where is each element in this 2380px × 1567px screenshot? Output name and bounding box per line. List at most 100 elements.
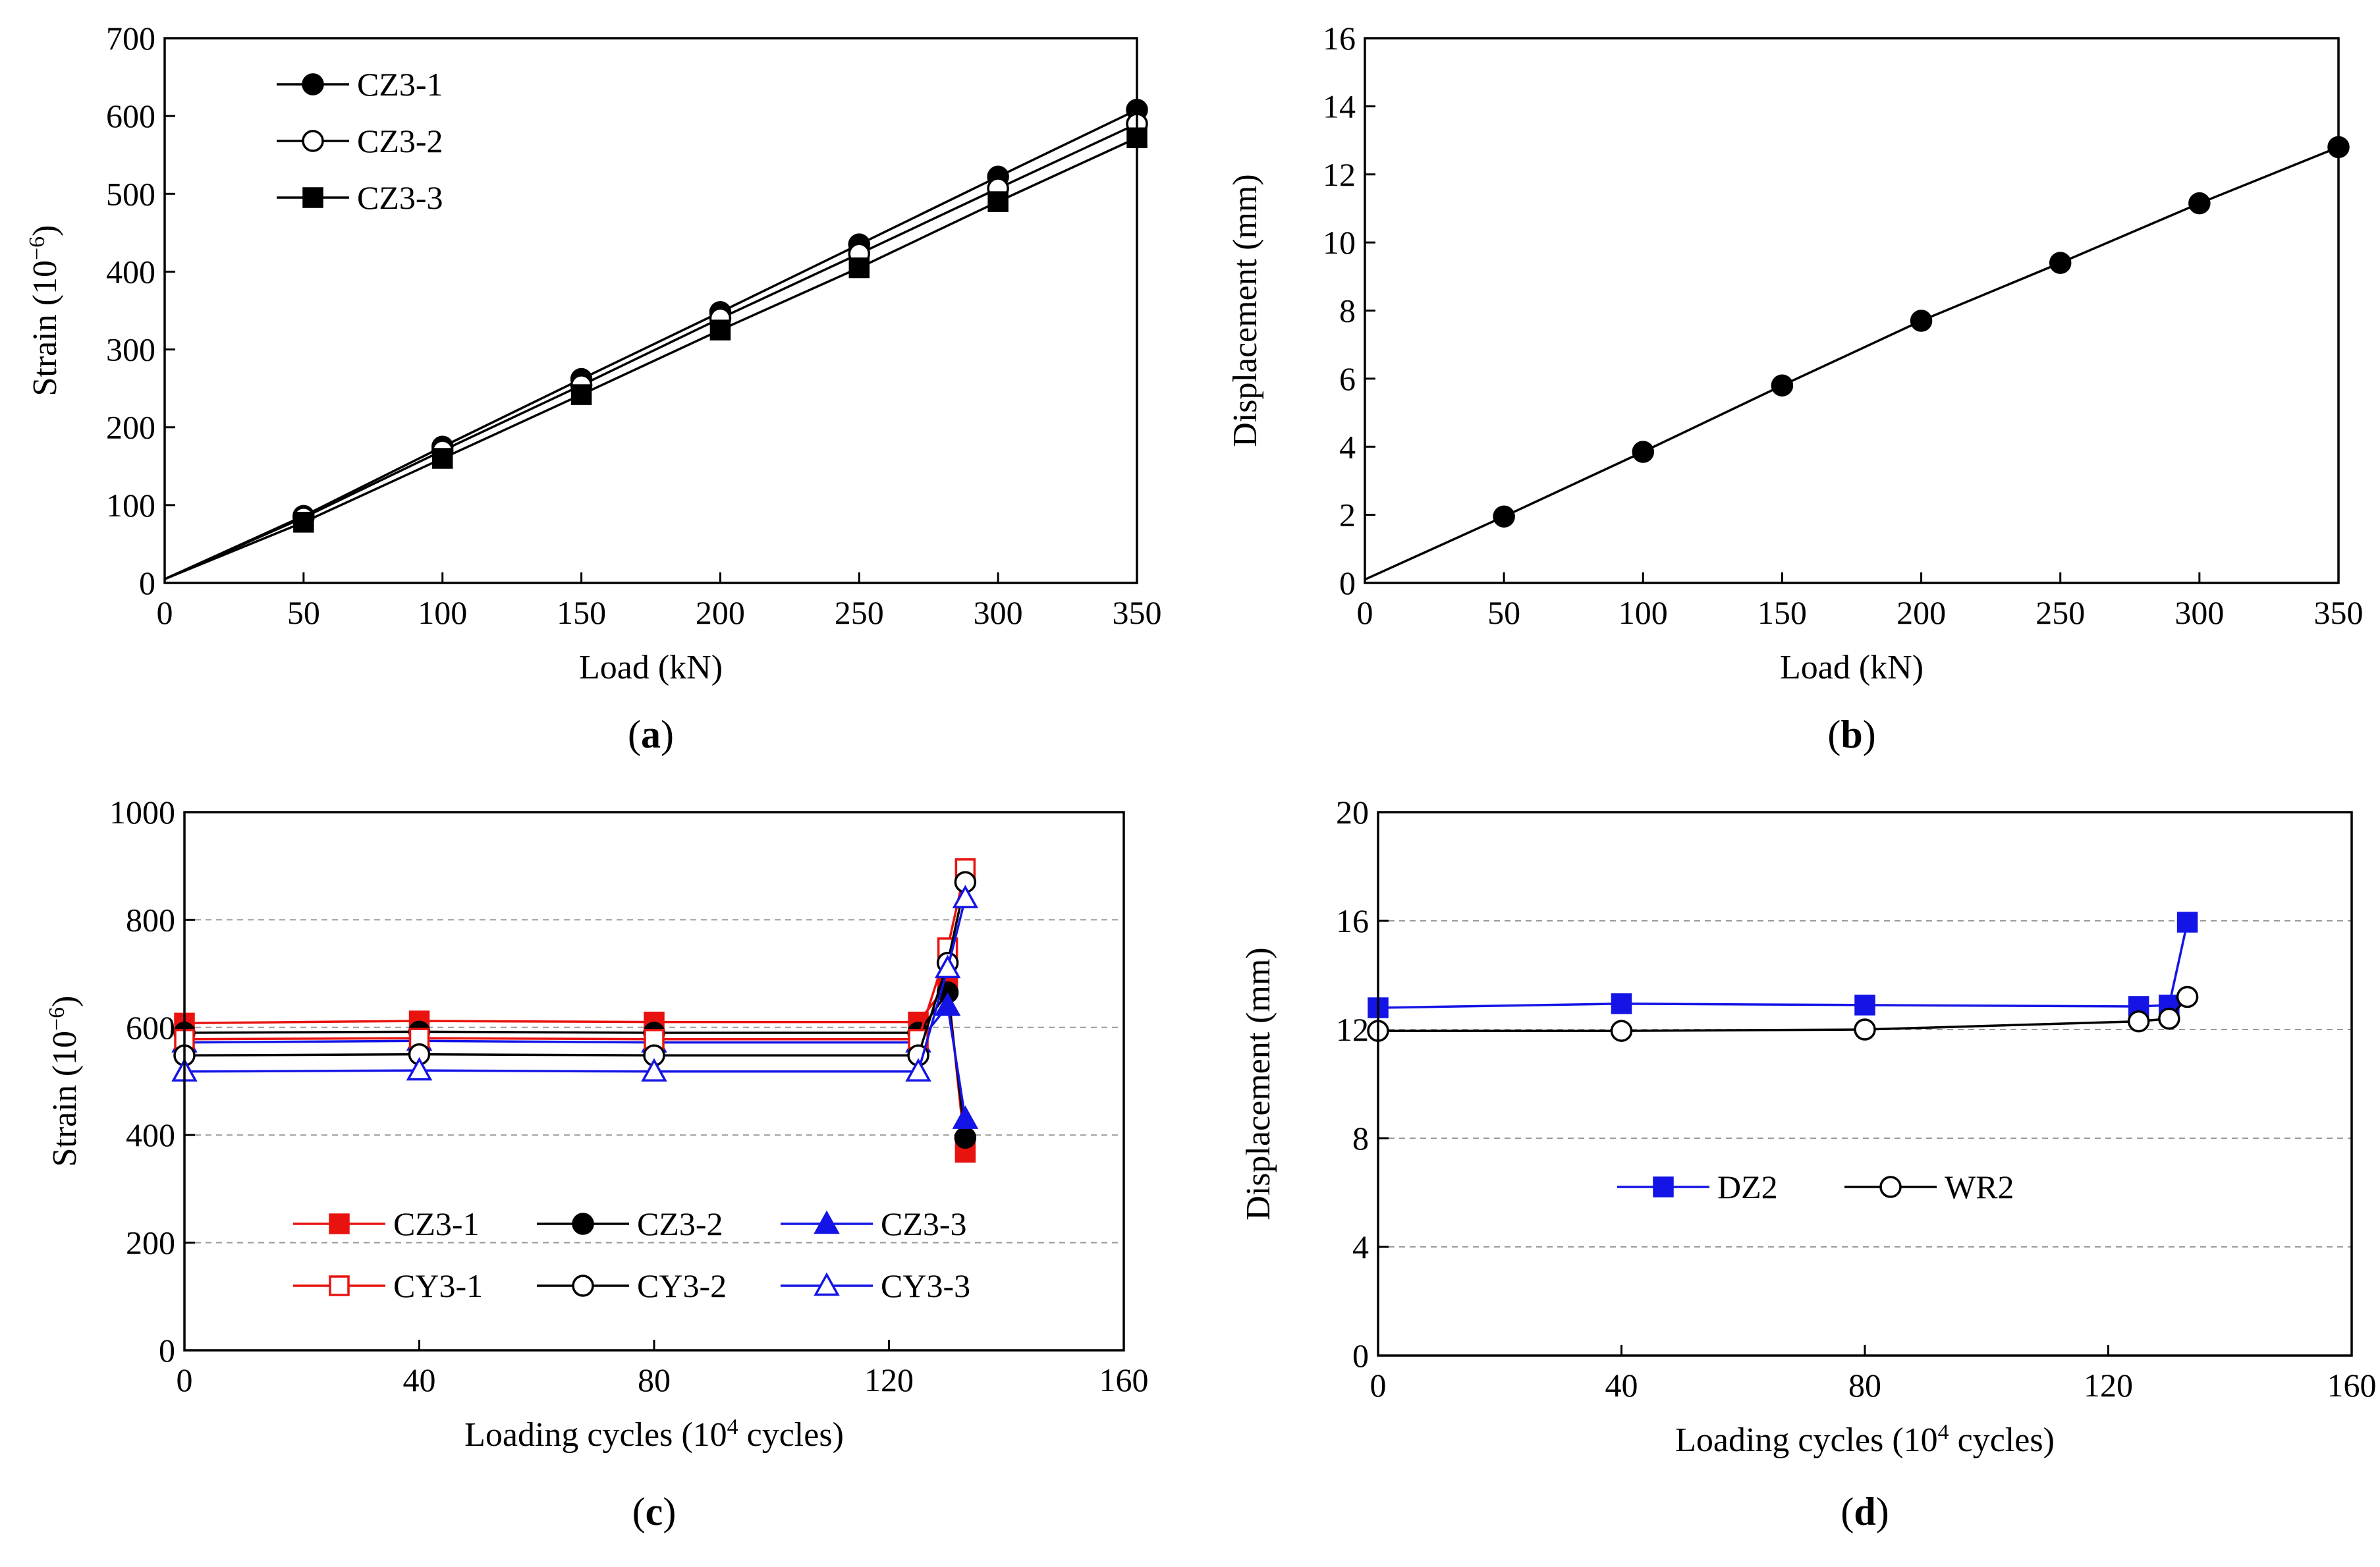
y-tick-label: 400: [126, 1116, 175, 1153]
caption-open: (: [628, 713, 641, 756]
y-tick-label: 16: [1323, 20, 1356, 57]
legend-marker: [329, 1213, 350, 1234]
legend-label: CZ3-3: [881, 1205, 967, 1242]
plot-frame: [183, 811, 1125, 1352]
chart-a: 0 50 100 150 200 250 300 350 0 100 200 300 400 500 600…: [25, 20, 1162, 756]
data-point: [293, 512, 314, 533]
legend: CZ3-1 CZ3-2 CZ3-3: [277, 66, 443, 216]
legend-marker: [329, 1275, 350, 1296]
data-point: [1854, 995, 1875, 1016]
caption-close: ): [1863, 713, 1876, 756]
caption-letter: d: [1854, 1490, 1875, 1533]
data-point: [431, 448, 453, 469]
y-axis-label: Strain (10−6): [45, 995, 84, 1167]
data-point: [952, 885, 979, 908]
data-point: [641, 1058, 667, 1082]
x-tick-label: 40: [1605, 1367, 1638, 1404]
x-axis-label: Loading cycles (104 cycles): [1675, 1420, 2055, 1460]
y-tick-label: 200: [126, 1224, 175, 1261]
x-tick-label: 80: [1848, 1367, 1881, 1404]
legend-label: WR2: [1945, 1168, 2014, 1205]
x-tick-label: 50: [1487, 594, 1520, 631]
y-tick-label: 12: [1323, 156, 1356, 193]
legend-label: CZ3-3: [357, 179, 443, 216]
x-axis-label: Load (kN): [1780, 649, 1923, 686]
y-tick-label: 0: [159, 1332, 175, 1369]
chart-c: 0 40 80 120 160 0 200 400 600 800 1000 Loading cycl…: [45, 794, 1149, 1533]
caption-open: (: [1827, 713, 1840, 756]
y-tick-label: 20: [1336, 794, 1369, 831]
legend-label: CZ3-1: [393, 1205, 480, 1242]
y-tick-label: 300: [106, 331, 155, 368]
x-tick-label: 120: [2084, 1367, 2133, 1404]
y-tick-label: 700: [106, 20, 155, 57]
chart-d: 0 40 80 120 160 0 4 8 12 16 20 Loading cycles (104 …: [1240, 794, 2377, 1533]
x-axis-label: Load (kN): [579, 649, 723, 686]
data-point: [2176, 985, 2199, 1008]
y-tick-label: 500: [106, 175, 155, 212]
y-tick-label: 400: [106, 253, 155, 290]
x-tick-label: 350: [1113, 594, 1162, 631]
y-tick-label: 600: [106, 97, 155, 134]
chart-b: 0 50 100 150 200 250 300 350 0 2 4 6 8 10 12 14 16 Load (…: [1227, 20, 2364, 756]
series-line-CY3-3: [184, 898, 967, 1073]
y-tick-label: 2: [1339, 497, 1356, 534]
x-tick-label: 250: [2035, 594, 2085, 631]
data-point: [2127, 1010, 2150, 1033]
legend-marker: [1653, 1176, 1674, 1197]
data-point: [1610, 1020, 1633, 1042]
x-axis-label-sup: 4: [1938, 1420, 1949, 1444]
y-tick-label: 8: [1339, 292, 1356, 329]
x-tick-label: 160: [2327, 1367, 2377, 1404]
data-point: [954, 1126, 977, 1149]
legend-marker: [814, 1272, 840, 1296]
data-point: [934, 954, 961, 979]
series-line-CY3-2: [184, 881, 967, 1057]
x-tick-label: 120: [864, 1361, 914, 1398]
legend-label: CY3-3: [881, 1267, 970, 1304]
legend-marker: [572, 1213, 594, 1235]
y-tick-label: 0: [1339, 564, 1356, 601]
legend: CZ3-1 CZ3-2 CZ3-3 CY3-1 CY3-2 CY3-3: [293, 1205, 970, 1304]
plot-frame: [163, 37, 1138, 584]
x-tick-label: 200: [696, 594, 745, 631]
y-tick-label: 800: [126, 901, 175, 938]
y-tick-label: 4: [1352, 1228, 1369, 1265]
panel-caption: (a): [628, 713, 674, 756]
x-tick-label: 0: [157, 594, 173, 631]
caption-close: ): [1876, 1490, 1889, 1533]
data-point: [1493, 505, 1515, 528]
data-point: [1771, 374, 1794, 397]
x-axis-label-sup: 4: [727, 1415, 738, 1439]
data-point: [1611, 993, 1632, 1014]
legend-label: CZ3-2: [637, 1205, 723, 1242]
y-axis-label-close: ): [26, 225, 64, 236]
x-tick-label: 160: [1099, 1361, 1149, 1398]
series-line-CZ3-1: [164, 109, 1138, 580]
legend-marker: [572, 1275, 594, 1297]
x-tick-label: 300: [2174, 594, 2224, 631]
series-line-DZ2: [1377, 921, 2189, 1009]
x-tick-label: 80: [638, 1361, 671, 1398]
panel-caption: (b): [1827, 713, 1875, 756]
x-tick-label: 40: [403, 1361, 436, 1398]
series-line-CZ3-1: [184, 981, 967, 1153]
data-point: [848, 257, 870, 279]
y-tick-label: 600: [126, 1009, 175, 1046]
y-axis-label: Strain (10−6): [25, 225, 65, 396]
y-tick-label: 100: [106, 487, 155, 524]
y-tick-label: 0: [1352, 1337, 1369, 1374]
series-line-CY3-1: [184, 868, 967, 1041]
caption-close: ): [661, 713, 674, 756]
data-point: [2188, 192, 2211, 215]
legend-marker: [814, 1210, 840, 1234]
x-tick-label: 300: [974, 594, 1023, 631]
x-tick-label: 0: [1370, 1367, 1387, 1404]
y-tick-label: 1000: [109, 794, 175, 831]
data-point: [2176, 912, 2198, 933]
plot-frame: [1364, 37, 2340, 584]
x-tick-label: 100: [418, 594, 467, 631]
x-axis-label-close: cycles): [738, 1416, 844, 1454]
data-point: [2049, 252, 2072, 274]
data-point: [934, 992, 961, 1016]
